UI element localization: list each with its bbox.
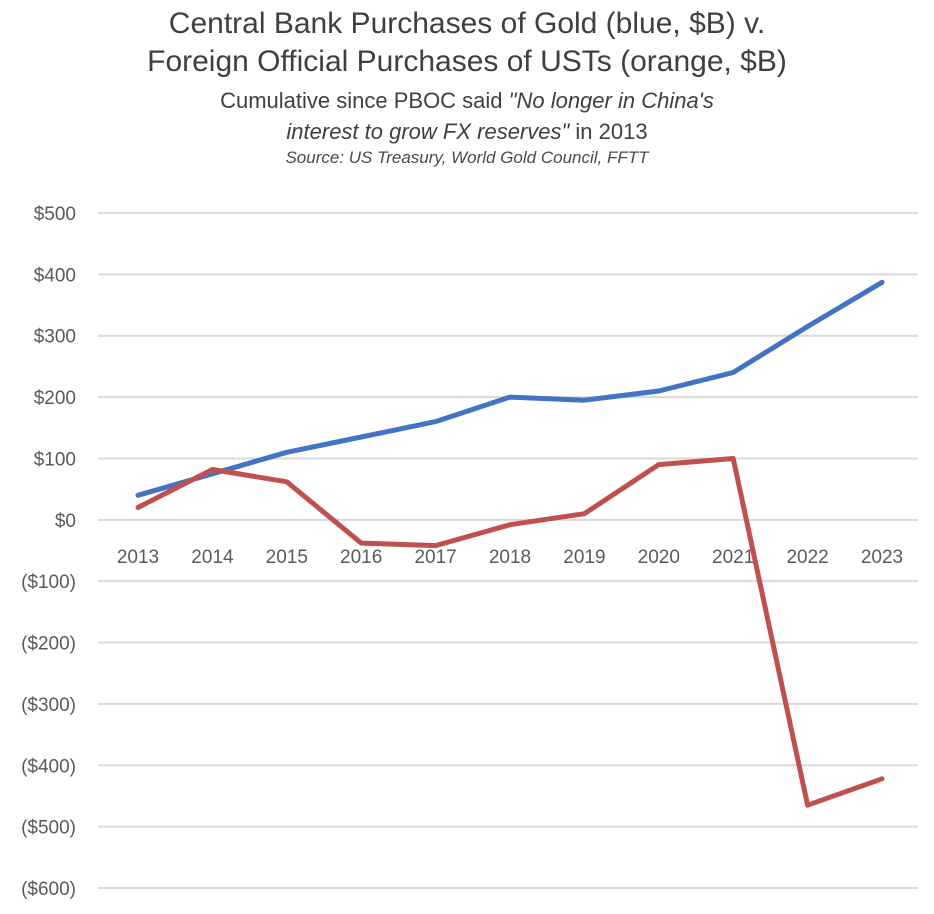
y-tick-label: $0 <box>55 511 76 532</box>
y-tick-label: $200 <box>34 388 76 409</box>
y-tick-label: $100 <box>34 449 76 470</box>
data-point <box>433 543 438 548</box>
data-point <box>731 370 736 375</box>
data-point <box>136 505 140 510</box>
chart-title-line-1: Central Bank Purchases of Gold (blue, $B… <box>168 7 766 40</box>
x-tick-label: 2019 <box>563 547 605 568</box>
x-tick-label: 2021 <box>712 547 754 568</box>
data-point <box>805 324 810 329</box>
data-point <box>656 462 661 467</box>
data-point <box>582 398 587 403</box>
data-point <box>508 522 512 527</box>
data-point <box>880 280 884 285</box>
x-tick-label: 2015 <box>266 547 308 568</box>
y-tick-label: ($300) <box>21 695 76 716</box>
data-point <box>284 479 289 484</box>
series-line-gold <box>135 279 885 498</box>
data-point <box>805 803 810 808</box>
x-tick-label: 2022 <box>786 547 828 568</box>
subtitle-suffix: in 2013 <box>569 119 648 144</box>
x-tick-label: 2016 <box>340 547 382 568</box>
y-tick-label: $400 <box>34 265 76 286</box>
series-lines <box>135 279 885 808</box>
data-point <box>136 493 140 498</box>
x-tick-label: 2020 <box>638 547 680 568</box>
y-tick-label: ($400) <box>21 756 76 777</box>
chart-title-block: Central Bank Purchases of Gold (blue, $B… <box>0 0 934 169</box>
x-tick-label: 2017 <box>414 547 456 568</box>
data-point <box>210 467 215 472</box>
x-tick-label: 2023 <box>861 547 903 568</box>
y-axis-tick-labels: $500 $400 $300 $200 $100 $0 ($100) ($200) ($300)… <box>21 204 76 900</box>
chart-subtitle-line-1: Cumulative since PBOC said "No longer in… <box>0 85 934 116</box>
x-axis-tick-labels: 2013 2014 2015 2016 2017 2018 2019 2020 2021 2022… <box>117 547 903 568</box>
data-point <box>433 419 438 424</box>
series-line-usts <box>135 456 885 808</box>
x-tick-label: 2018 <box>489 547 531 568</box>
y-tick-label: ($500) <box>21 818 76 839</box>
data-point <box>359 541 364 546</box>
x-tick-label: 2013 <box>117 547 159 568</box>
data-point <box>656 388 661 393</box>
x-tick-label: 2014 <box>191 547 234 568</box>
data-point <box>582 511 587 516</box>
subtitle-quote-part-1: "No longer in China's <box>508 88 714 113</box>
data-point <box>880 776 884 781</box>
chart-source: Source: US Treasury, World Gold Council,… <box>285 148 649 167</box>
y-tick-label: $300 <box>34 327 76 348</box>
subtitle-quote-part-2: interest to grow FX reserves" <box>286 119 570 144</box>
data-point <box>359 434 364 439</box>
chart-subtitle-line-2: interest to grow FX reserves" in 2013 <box>0 116 934 147</box>
y-tick-label: ($200) <box>21 634 76 655</box>
y-tick-label: ($600) <box>21 879 76 900</box>
y-tick-label: $500 <box>34 204 76 225</box>
subtitle-prefix: Cumulative since PBOC said <box>220 88 509 113</box>
data-point <box>508 395 512 400</box>
data-point <box>284 450 289 455</box>
y-tick-label: ($100) <box>21 572 76 593</box>
data-point <box>731 456 736 461</box>
chart-title-line-2: Foreign Official Purchases of USTs (oran… <box>147 45 787 78</box>
